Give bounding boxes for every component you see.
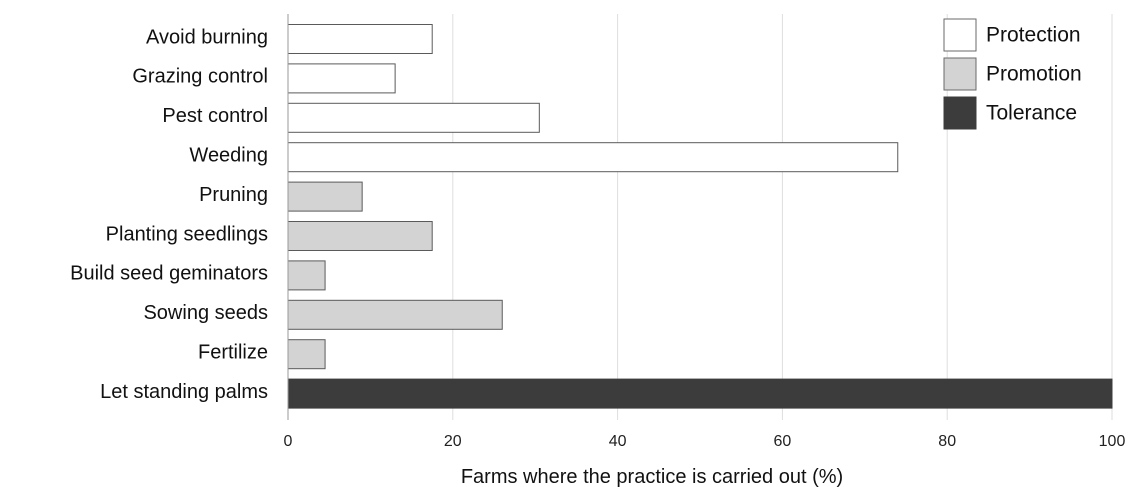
category-label: Let standing palms: [100, 381, 268, 403]
category-label: Build seed geminators: [70, 263, 268, 285]
category-label: Sowing seeds: [143, 302, 268, 324]
x-tick-label: 0: [284, 433, 293, 450]
bar-pruning: [287, 181, 363, 212]
bar-weeding: [287, 142, 899, 173]
bar-sowing-seeds: [287, 299, 503, 330]
category-label: Planting seedlings: [106, 223, 268, 245]
category-label: Pruning: [199, 184, 268, 206]
bar-grazing-control: [287, 63, 396, 94]
bar-build-seed-geminators: [287, 260, 326, 291]
x-tick-label: 100: [1099, 433, 1126, 450]
legend-swatch: [943, 96, 977, 130]
x-axis-title: Farms where the practice is carried out …: [461, 466, 843, 487]
legend-label: Promotion: [986, 63, 1082, 86]
category-label: Fertilize: [198, 341, 268, 363]
x-tick-label: 40: [609, 433, 627, 450]
x-tick-label: 80: [938, 433, 956, 450]
bars: [287, 14, 1113, 420]
category-label: Pest control: [162, 105, 268, 127]
bar-planting-seedlings: [287, 221, 433, 251]
bar-pest-control: [287, 102, 540, 133]
legend-label: Tolerance: [986, 102, 1077, 125]
category-label: Weeding: [189, 144, 268, 166]
category-label: Avoid burning: [146, 26, 268, 48]
x-tick-label: 20: [444, 433, 462, 450]
x-tick-label: 60: [774, 433, 792, 450]
legend: Protection Promotion Tolerance: [943, 18, 1082, 130]
legend-label: Protection: [986, 24, 1081, 47]
legend-swatch: [943, 18, 977, 52]
x-axis-ticks: 0 20 40 60 80 100: [284, 433, 1126, 450]
bar-let-standing-palms: [287, 378, 1113, 409]
category-label: Grazing control: [132, 66, 268, 88]
bar-avoid-burning: [287, 24, 433, 54]
category-labels: Avoid burning Grazing control Pest control…: [70, 26, 268, 403]
legend-swatch: [943, 57, 977, 91]
bar-fertilize: [287, 339, 326, 370]
